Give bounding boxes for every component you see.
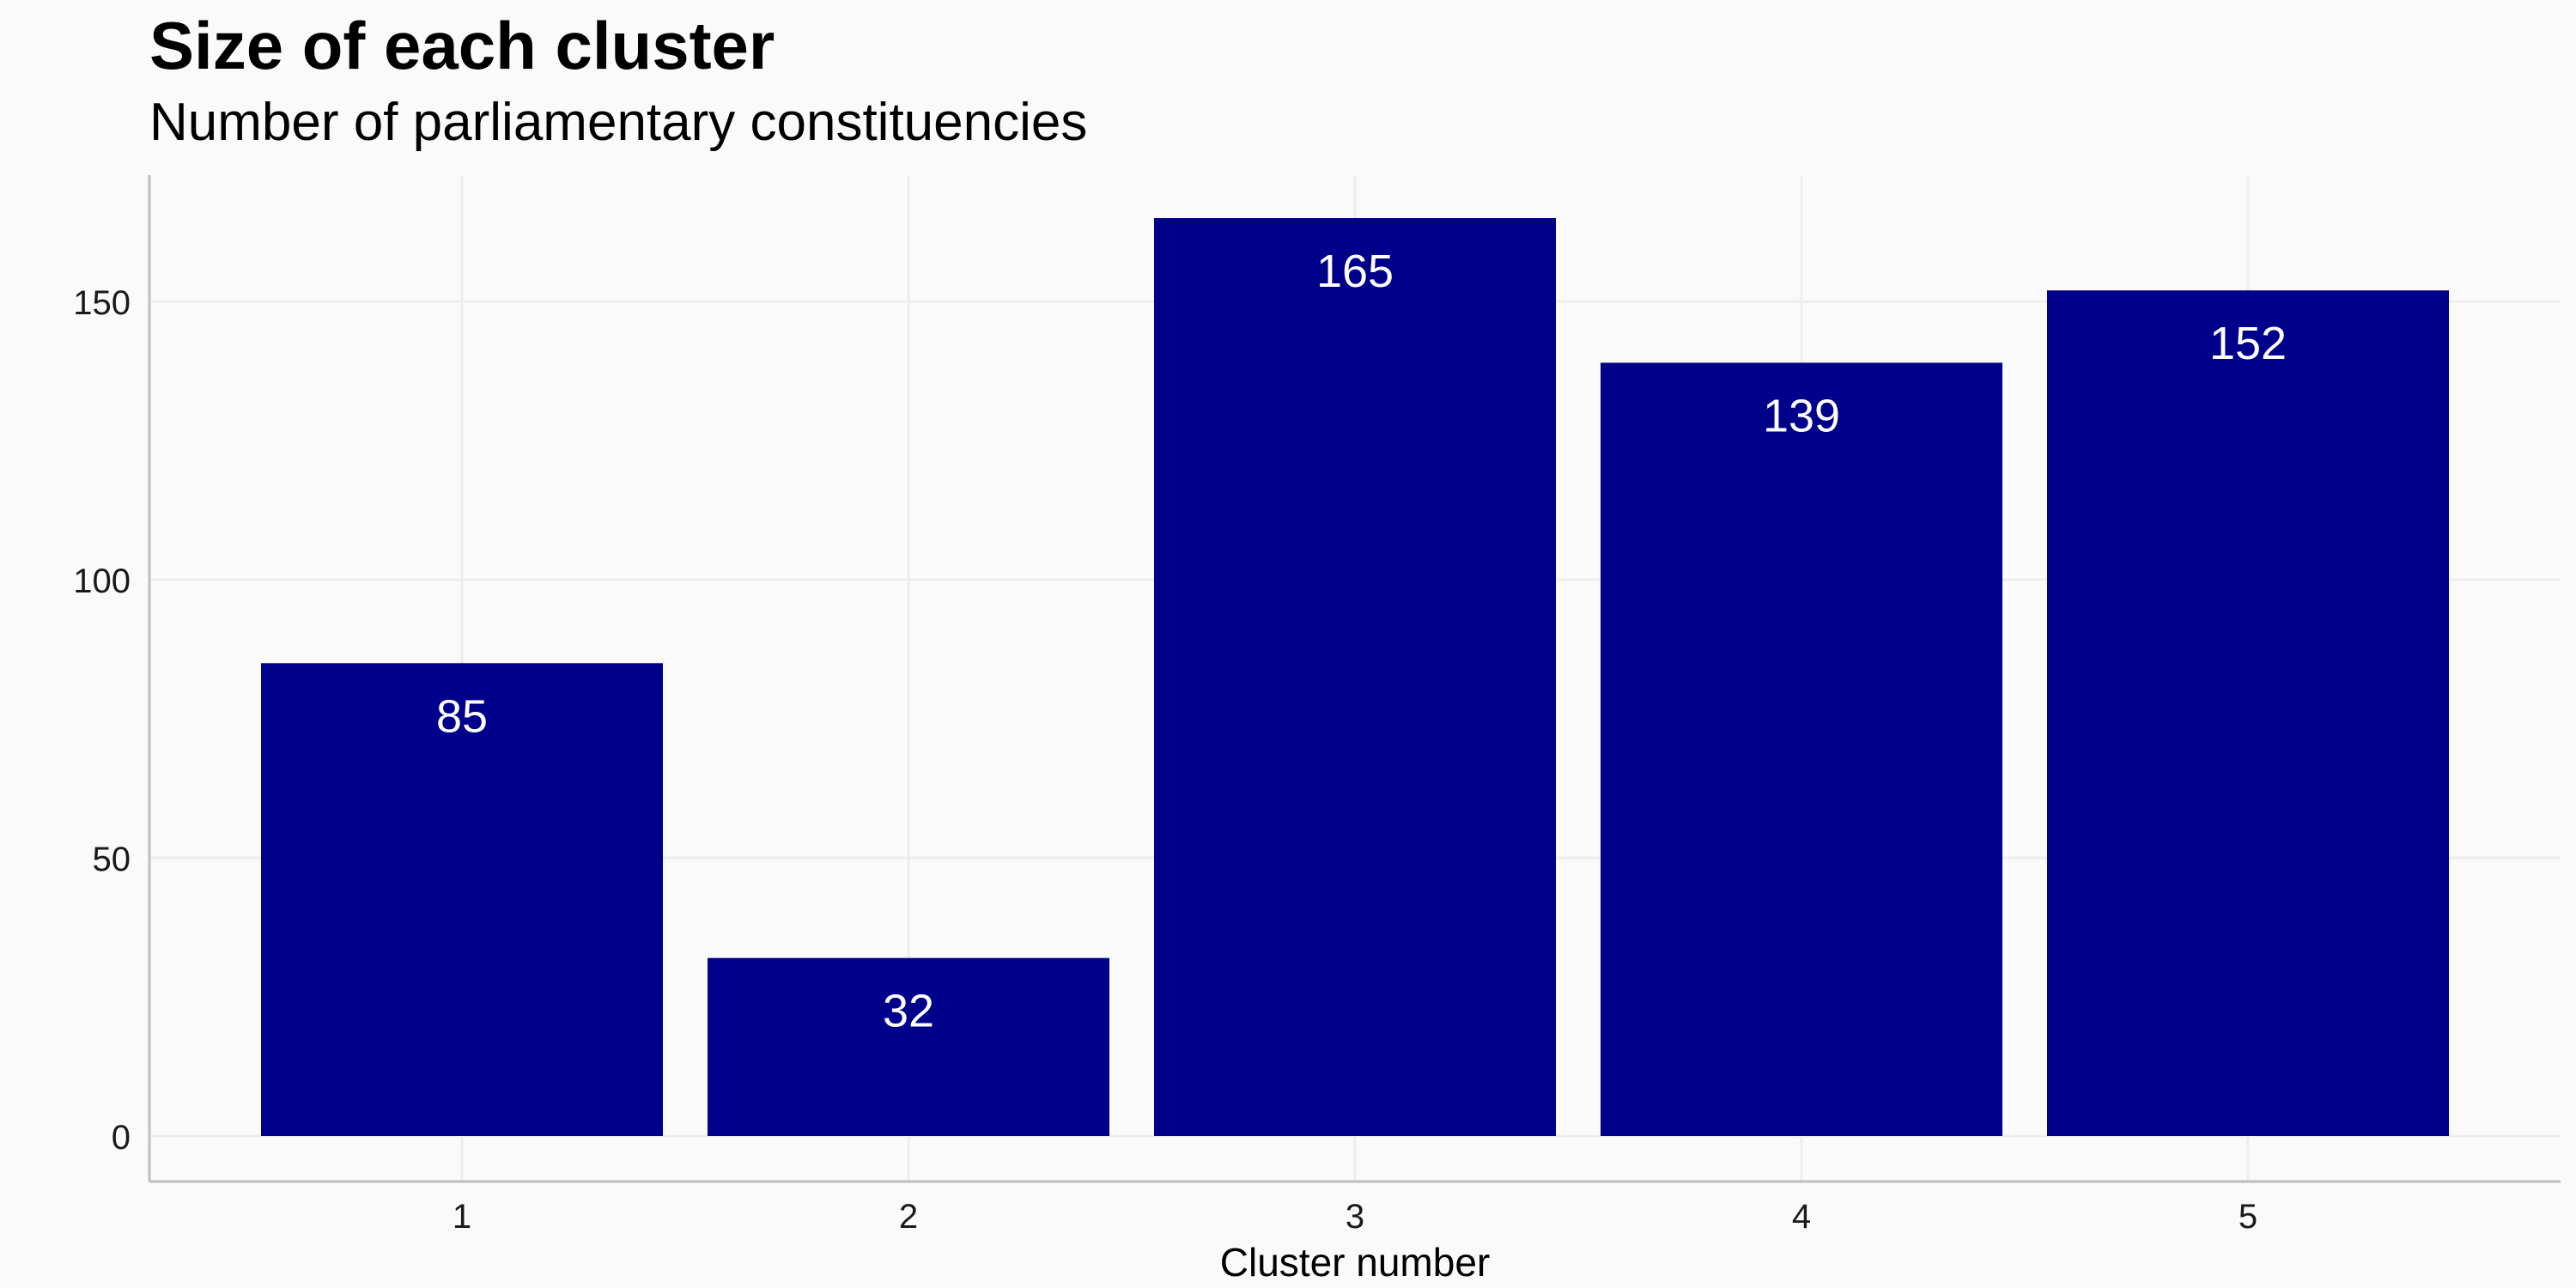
- bar: [2047, 290, 2449, 1136]
- y-tick-label: 150: [73, 284, 131, 322]
- y-tick-label: 100: [73, 562, 131, 600]
- y-tick-labels: 0 50 100 150: [73, 284, 131, 1157]
- bar-value-label: 85: [436, 690, 488, 742]
- data-labels-layer: 85 32 165 139 152: [436, 246, 2287, 1037]
- x-axis-label: Cluster number: [1220, 1240, 1490, 1285]
- bar: [708, 957, 1109, 1136]
- x-tick-label: 4: [1792, 1198, 1811, 1236]
- bar: [1154, 218, 1556, 1136]
- bar-value-label: 32: [883, 986, 934, 1037]
- axes-layer: [148, 175, 2561, 1183]
- x-tick-label: 1: [453, 1198, 471, 1236]
- chart-title: Size of each cluster: [149, 8, 775, 83]
- x-tick-label: 3: [1346, 1198, 1364, 1236]
- x-tick-label: 2: [899, 1198, 918, 1236]
- chart-subtitle: Number of parliamentary constituencies: [149, 93, 1087, 152]
- bar-value-label: 139: [1763, 390, 1840, 441]
- y-tick-label: 0: [112, 1119, 131, 1157]
- bar: [1601, 362, 2002, 1136]
- bar: [261, 663, 663, 1136]
- x-tick-labels: 1 2 3 4 5: [453, 1198, 2257, 1236]
- bars-layer: [261, 218, 2449, 1136]
- x-tick-label: 5: [2239, 1198, 2257, 1236]
- bar-value-label: 165: [1316, 246, 1394, 297]
- bar-value-label: 152: [2209, 318, 2287, 369]
- y-tick-label: 50: [93, 841, 131, 878]
